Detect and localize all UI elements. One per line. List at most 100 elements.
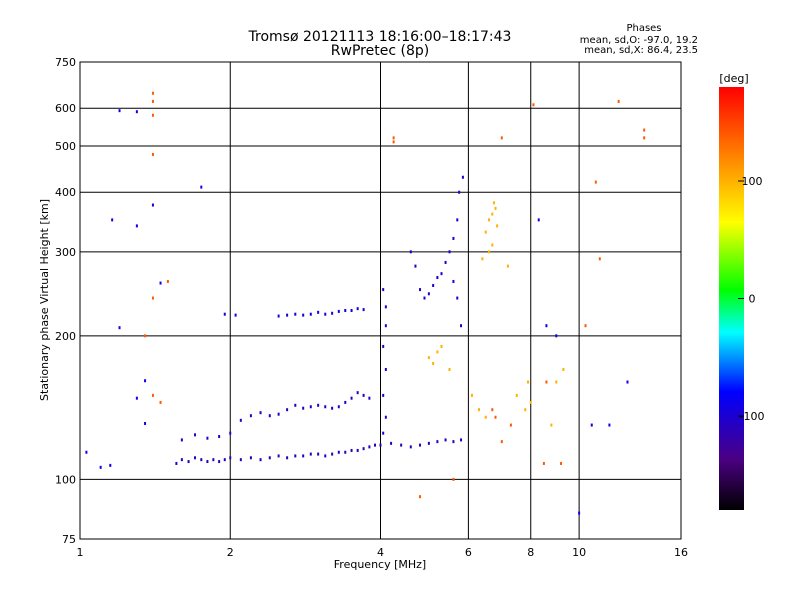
x-tick-label: 1 xyxy=(77,546,84,559)
stats-x-mode: mean, sd,X: 86.4, 23.5 xyxy=(584,45,698,56)
data-point xyxy=(200,458,203,462)
data-point xyxy=(555,334,558,338)
data-point xyxy=(118,326,121,330)
data-point xyxy=(444,260,447,264)
data-point xyxy=(382,344,385,348)
data-point xyxy=(234,313,237,317)
data-point xyxy=(452,279,455,283)
data-point xyxy=(392,140,395,144)
data-point xyxy=(294,403,297,407)
data-point xyxy=(350,448,353,452)
x-axis-label: Frequency [MHz] xyxy=(334,558,426,571)
data-point xyxy=(223,312,226,316)
data-point xyxy=(229,456,232,460)
data-point xyxy=(436,276,439,280)
data-point xyxy=(419,443,422,447)
y-tick-label: 75 xyxy=(62,533,76,546)
data-point xyxy=(317,403,320,407)
data-point xyxy=(286,456,289,460)
data-point xyxy=(309,405,312,409)
data-point xyxy=(617,99,620,103)
data-point xyxy=(488,218,491,222)
data-point xyxy=(368,445,371,449)
data-point xyxy=(427,356,430,360)
data-point xyxy=(461,175,464,179)
y-tick-label: 300 xyxy=(55,246,76,259)
data-point xyxy=(382,431,385,435)
data-point xyxy=(436,350,439,354)
data-point xyxy=(175,461,178,465)
data-point xyxy=(496,224,499,228)
data-point xyxy=(578,511,581,515)
chart-subtitle: RwPretec (8p) xyxy=(331,43,429,59)
data-point xyxy=(500,136,503,140)
data-point xyxy=(384,324,387,328)
data-point xyxy=(294,454,297,458)
data-point xyxy=(249,414,252,418)
data-point xyxy=(294,312,297,316)
data-point xyxy=(488,250,491,254)
data-point xyxy=(491,212,494,216)
data-point xyxy=(452,440,455,444)
data-point xyxy=(302,454,305,458)
data-point xyxy=(337,309,340,313)
data-point xyxy=(362,308,365,312)
data-point xyxy=(594,180,597,184)
data-point xyxy=(350,396,353,400)
data-point xyxy=(527,380,530,384)
data-point xyxy=(524,408,527,412)
data-point xyxy=(239,418,242,422)
data-point xyxy=(317,452,320,456)
data-point xyxy=(180,458,183,462)
data-point xyxy=(317,310,320,314)
colorbar-label: [deg] xyxy=(719,72,748,85)
data-point xyxy=(448,250,451,254)
y-tick-label: 400 xyxy=(55,186,76,199)
data-point xyxy=(494,206,497,210)
data-point xyxy=(460,324,463,328)
data-point xyxy=(419,495,422,499)
data-point xyxy=(268,414,271,418)
data-point xyxy=(350,308,353,312)
data-point xyxy=(598,257,601,261)
data-point xyxy=(324,405,327,409)
data-point xyxy=(456,218,459,222)
data-point xyxy=(286,408,289,412)
data-point xyxy=(481,257,484,261)
y-tick-label: 750 xyxy=(55,56,76,69)
data-point xyxy=(187,460,190,464)
data-point xyxy=(436,440,439,444)
data-point xyxy=(277,454,280,458)
data-point xyxy=(448,367,451,371)
data-point xyxy=(392,136,395,140)
data-point xyxy=(344,450,347,454)
data-point xyxy=(452,477,455,481)
data-point xyxy=(337,450,340,454)
data-point xyxy=(470,393,473,397)
data-point xyxy=(135,224,138,228)
x-tick-label: 4 xyxy=(377,546,384,559)
data-point xyxy=(331,406,334,410)
data-point xyxy=(362,393,365,397)
data-point xyxy=(427,292,430,296)
data-point xyxy=(500,440,503,444)
data-point xyxy=(374,443,377,447)
data-point xyxy=(159,400,162,404)
data-point xyxy=(494,415,497,419)
data-point xyxy=(223,458,226,462)
data-point xyxy=(200,185,203,189)
data-point xyxy=(491,243,494,247)
data-point xyxy=(166,279,169,283)
data-point xyxy=(118,109,121,113)
data-point xyxy=(206,460,209,464)
data-point xyxy=(309,452,312,456)
y-tick-label: 200 xyxy=(55,330,76,343)
data-point xyxy=(324,454,327,458)
data-point xyxy=(492,201,495,205)
data-point xyxy=(249,456,252,460)
data-point xyxy=(331,311,334,315)
data-point xyxy=(309,312,312,316)
x-tick-label: 16 xyxy=(674,546,688,559)
data-point xyxy=(477,408,480,412)
